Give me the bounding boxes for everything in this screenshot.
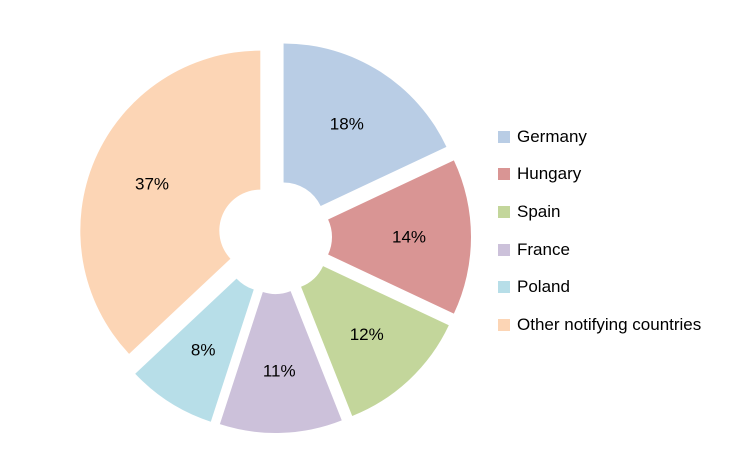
legend-label: France [517,239,570,259]
legend-label: Spain [517,201,561,221]
slice-value-label: 11% [263,361,296,380]
legend-label: Hungary [517,164,582,184]
legend-swatch [498,243,510,256]
legend-label: Other notifying countries [517,314,702,334]
slice-value-label: 14% [392,228,426,247]
legend-swatch [498,318,510,331]
legend-item: Other notifying countries [498,306,701,344]
legend-item: Germany [498,118,701,156]
pie-slice-poland [135,278,254,422]
pie-slice-spain [301,266,449,417]
pie-slice-other-notifying-countries [80,50,261,354]
legend-item: Spain [498,193,701,231]
legend-swatch [498,281,510,294]
legend-swatch [498,205,510,218]
legend: Germany Hungary Spain France Poland Other not… [498,118,701,344]
slice-value-label: 37% [135,174,169,193]
pie-slice-hungary [328,160,471,314]
legend-item: Poland [498,268,701,306]
pie-slice-germany [283,43,447,207]
pie-slice-france [219,291,342,433]
legend-item: France [498,231,701,269]
slice-value-label: 18% [330,114,364,133]
slice-value-label: 12% [350,325,384,344]
legend-swatch [498,130,510,143]
slice-value-label: 8% [191,341,216,360]
legend-label: Poland [517,277,570,297]
legend-swatch [498,168,510,181]
legend-item: Hungary [498,156,701,194]
legend-label: Germany [517,126,587,146]
